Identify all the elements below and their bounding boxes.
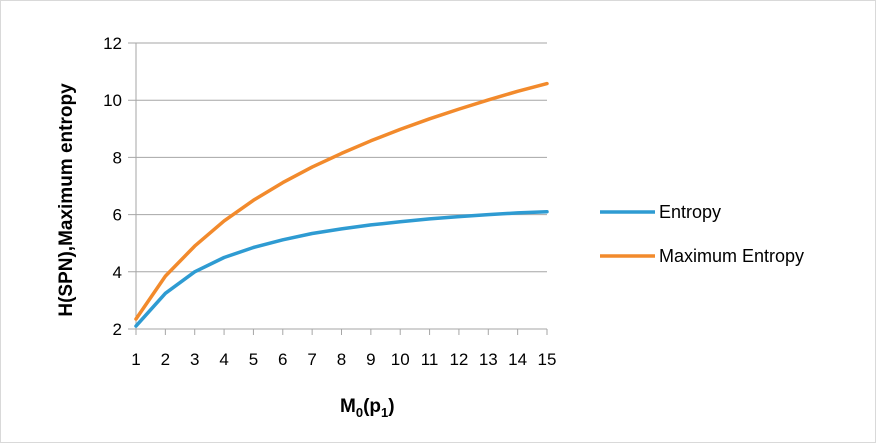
legend: Entropy Maximum Entropy <box>600 202 804 266</box>
x-axis-title-mid: (p <box>363 396 381 417</box>
y-axis-title: H(SPN),Maximum entropy <box>56 83 77 317</box>
x-tick-label: 15 <box>538 350 557 369</box>
legend-label: Entropy <box>659 202 721 222</box>
x-axis-title: M0(p1) <box>340 396 395 420</box>
x-tick-label: 5 <box>249 350 258 369</box>
y-tick-label: 4 <box>113 263 122 282</box>
x-tick-label: 10 <box>391 350 410 369</box>
x-tick-label: 9 <box>366 350 375 369</box>
x-axis-title-base: M <box>340 396 356 417</box>
x-axis-title-sub1: 0 <box>356 405 363 420</box>
series-line-maximum-entropy <box>134 81 549 321</box>
x-tick-labels: 1 2 3 4 5 6 7 8 9 10 11 12 13 14 15 <box>131 350 556 369</box>
series-line-entropy <box>134 209 549 328</box>
gridlines <box>128 42 548 335</box>
y-tick-label: 12 <box>103 34 122 53</box>
series-lines <box>134 81 549 328</box>
legend-label: Maximum Entropy <box>659 246 804 266</box>
x-tick-label: 6 <box>278 350 287 369</box>
x-axis-title-end: ) <box>388 396 394 417</box>
y-tick-label: 10 <box>103 91 122 110</box>
y-tick-labels: 2 4 6 8 10 12 <box>103 34 122 339</box>
x-tick-label: 14 <box>508 350 527 369</box>
x-tick-label: 8 <box>337 350 346 369</box>
y-tick-label: 2 <box>113 320 122 339</box>
x-tick-label: 2 <box>161 350 170 369</box>
y-tick-label: 6 <box>113 206 122 225</box>
x-tick-label: 13 <box>479 350 498 369</box>
x-tick-label: 7 <box>307 350 316 369</box>
x-tick-label: 3 <box>190 350 199 369</box>
x-tick-label: 4 <box>219 350 228 369</box>
x-tick-label: 12 <box>449 350 468 369</box>
x-tick-label: 11 <box>421 350 439 369</box>
x-axis-title-sub2: 1 <box>381 405 388 420</box>
x-tick-label: 1 <box>131 350 140 369</box>
y-tick-label: 8 <box>113 148 122 167</box>
